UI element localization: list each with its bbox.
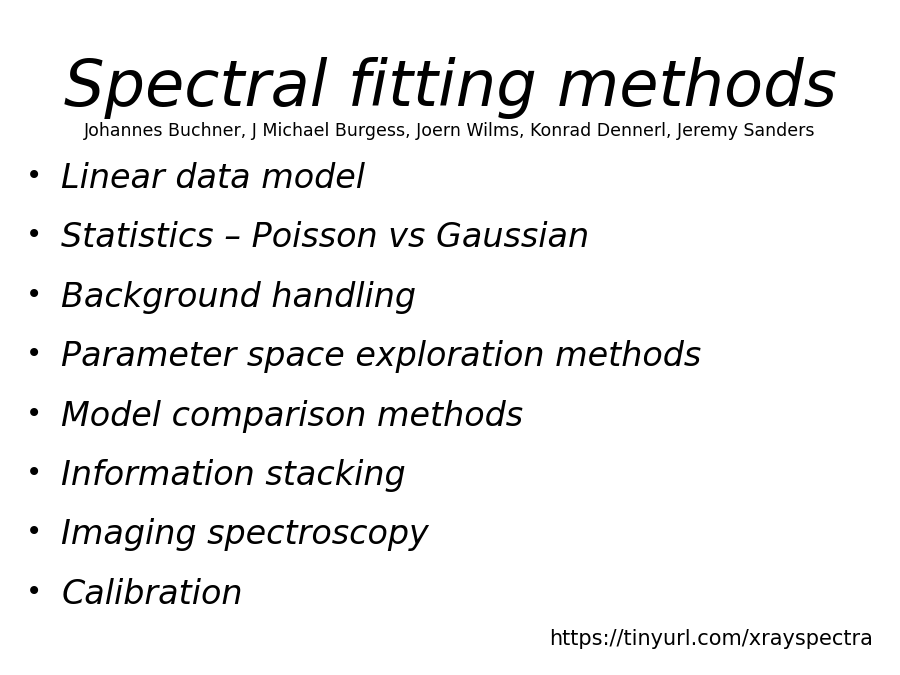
Text: •: • bbox=[26, 459, 42, 487]
Text: •: • bbox=[26, 518, 42, 546]
Text: Information stacking: Information stacking bbox=[61, 459, 406, 492]
Text: •: • bbox=[26, 162, 42, 190]
Text: •: • bbox=[26, 340, 42, 368]
Text: •: • bbox=[26, 400, 42, 427]
Text: Statistics – Poisson vs Gaussian: Statistics – Poisson vs Gaussian bbox=[61, 221, 590, 254]
Text: Imaging spectroscopy: Imaging spectroscopy bbox=[61, 518, 429, 551]
Text: Spectral fitting methods: Spectral fitting methods bbox=[64, 57, 836, 119]
Text: Model comparison methods: Model comparison methods bbox=[61, 400, 523, 433]
Text: Johannes Buchner, J Michael Burgess, Joern Wilms, Konrad Dennerl, Jeremy Sanders: Johannes Buchner, J Michael Burgess, Joe… bbox=[85, 122, 815, 140]
Text: •: • bbox=[26, 578, 42, 605]
Text: Background handling: Background handling bbox=[61, 281, 416, 314]
Text: https://tinyurl.com/xrayspectra: https://tinyurl.com/xrayspectra bbox=[549, 629, 873, 649]
Text: •: • bbox=[26, 281, 42, 308]
Text: Parameter space exploration methods: Parameter space exploration methods bbox=[61, 340, 701, 373]
Text: Calibration: Calibration bbox=[61, 578, 243, 611]
Text: •: • bbox=[26, 221, 42, 249]
Text: Linear data model: Linear data model bbox=[61, 162, 365, 195]
